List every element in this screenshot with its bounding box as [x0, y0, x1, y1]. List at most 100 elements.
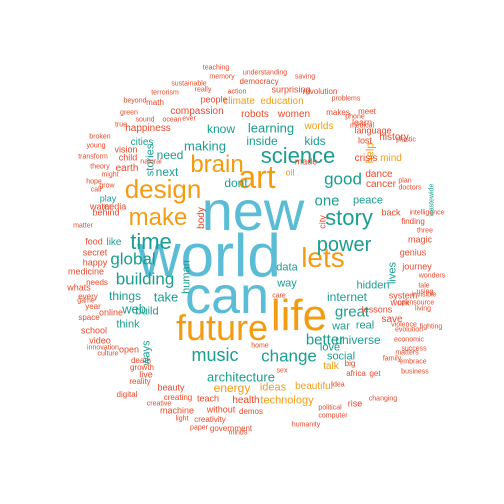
word-mind: mind [380, 153, 402, 164]
word-three: three [417, 227, 433, 235]
word-doctors: doctors [398, 184, 422, 192]
word-hidden: hidden [356, 279, 390, 292]
word-wastewide: wastewide [428, 183, 436, 217]
word-making: making [184, 138, 226, 154]
word-beautiful: beautiful [295, 381, 333, 392]
word-lost: lost [357, 135, 373, 146]
word-power: power [316, 234, 372, 256]
word-health: health [232, 395, 260, 406]
word-change: change [261, 346, 317, 366]
word-body: body [196, 207, 207, 229]
word-lessons: lessons [361, 304, 393, 315]
word-things: things [108, 289, 142, 303]
word-science: science [260, 143, 336, 168]
word-opensource: opensource [397, 299, 435, 307]
word-life: life [270, 291, 328, 340]
word-behind: behind [92, 207, 120, 218]
word-journey: journey [402, 261, 432, 272]
word-history: history [379, 132, 409, 143]
word-phone: phone [345, 113, 365, 121]
word-back: back [381, 207, 401, 218]
word-demos: demos [238, 407, 264, 416]
word-surprising: surprising [271, 84, 311, 95]
word-invisible: invisible [411, 291, 437, 299]
word-paper: paper [190, 424, 208, 432]
word-good: good [324, 169, 362, 189]
word-sex: sex [276, 367, 288, 375]
word-cities: cities [130, 137, 154, 148]
word-brain: brain [190, 151, 244, 178]
word-meet: meet [358, 107, 376, 116]
word-think: think [116, 318, 140, 331]
word-story: story [325, 205, 373, 230]
word-women: women [277, 109, 311, 120]
word-changing: changing [368, 395, 398, 403]
word-online: online [98, 307, 124, 318]
word-minds: minds [228, 429, 248, 437]
word-new: new [201, 179, 305, 242]
word-plastic: plastic [396, 136, 416, 144]
word-can: can [185, 267, 269, 325]
word-medical: medical [349, 122, 375, 130]
word-wonders: wonders [418, 272, 446, 280]
word-home: home [251, 342, 269, 350]
word-love: love [319, 341, 341, 354]
word-crisis: crisis [354, 153, 378, 164]
word-internet: internet [326, 290, 368, 304]
word-live: live [139, 369, 153, 380]
word-living: living [415, 305, 431, 313]
word-talk: talk [323, 361, 339, 372]
word-democracy: democracy [239, 77, 279, 86]
word-language: language [354, 125, 392, 136]
word-magic: magic [407, 234, 433, 245]
word-learning: learning [247, 120, 295, 136]
word-fighting: fighting [419, 323, 443, 331]
word-great: great [334, 303, 370, 321]
word-vision: vision [114, 144, 138, 155]
word-sound: sound [135, 116, 155, 124]
word-take: take [153, 289, 179, 305]
word-design: design [124, 174, 202, 204]
word-ever: ever [182, 115, 196, 123]
word-math: math [146, 98, 164, 107]
word-architecture: architecture [207, 369, 275, 385]
word-world: world [137, 222, 281, 289]
word-work: work [390, 297, 410, 308]
word-whats: whats [67, 282, 91, 293]
word-real: real [355, 319, 375, 332]
word-technology: technology [260, 394, 314, 407]
word-happiness: happiness [125, 123, 171, 134]
word-video: video [89, 335, 111, 346]
word-hope: hope [86, 178, 102, 186]
word-beyond: beyond [123, 97, 147, 105]
word-human: human [180, 260, 193, 294]
word-people: people [200, 94, 228, 105]
word-understanding: understanding [242, 69, 288, 77]
word-earth: earth [115, 163, 139, 174]
word-way: way [277, 277, 297, 290]
word-learn: learn [351, 117, 373, 128]
word-next: next [155, 165, 179, 179]
word-broken: broken [89, 133, 111, 141]
word-tale: tale [418, 282, 430, 290]
word-success: success [401, 345, 427, 353]
word-game: game [77, 297, 95, 305]
word-africa: africa [346, 369, 366, 378]
word-growth: growth [129, 363, 155, 372]
word-makes: makes [326, 108, 350, 117]
word-machine: machine [159, 405, 195, 416]
word-time: time [130, 229, 172, 254]
word-government: government [209, 424, 253, 433]
word-memory: memory [209, 73, 235, 81]
word-inside: inside [246, 134, 278, 148]
word-plan: plan [398, 177, 412, 185]
word-call: call [90, 186, 102, 194]
word-needs: needs [86, 278, 108, 287]
word-future: future [175, 307, 269, 348]
word-culture: culture [97, 350, 119, 358]
word-kids: kids [304, 134, 326, 148]
word-green: green [120, 109, 138, 117]
word-care: care [272, 292, 286, 300]
word-child: child [118, 152, 138, 163]
word-terrorism: terrorism [151, 89, 179, 97]
